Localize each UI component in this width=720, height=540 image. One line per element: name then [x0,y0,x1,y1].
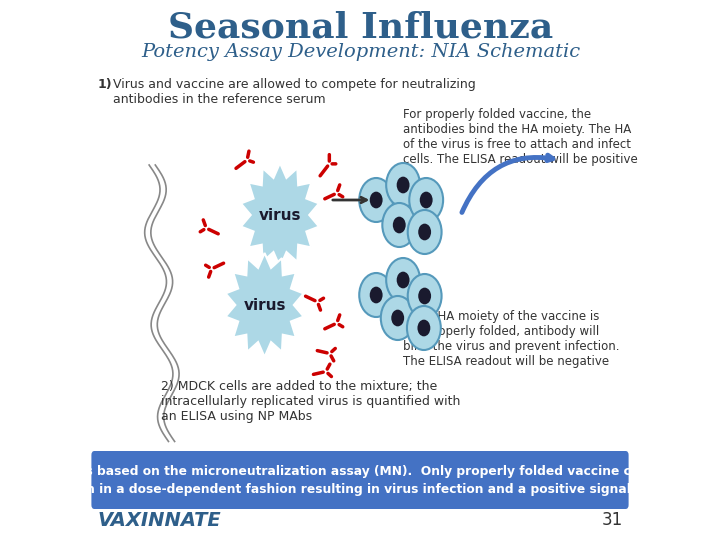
Circle shape [381,296,415,340]
Circle shape [386,258,420,302]
Circle shape [418,224,431,240]
Circle shape [393,217,405,233]
Text: If the HA moiety of the vaccine is
not properly folded, antibody will
bind the v: If the HA moiety of the vaccine is not p… [403,310,620,368]
Circle shape [418,320,431,336]
Text: 1): 1) [98,78,112,91]
Circle shape [397,272,410,288]
Circle shape [408,210,441,254]
Text: 31: 31 [601,511,623,529]
Text: For properly folded vaccine, the
antibodies bind the HA moiety. The HA
of the vi: For properly folded vaccine, the antibod… [403,108,638,166]
Circle shape [408,274,441,318]
Text: Virus and vaccine are allowed to compete for neutralizing
antibodies in the refe: Virus and vaccine are allowed to compete… [113,78,476,106]
Circle shape [382,203,416,247]
Text: Seasonal Influenza: Seasonal Influenza [168,11,554,45]
Circle shape [391,309,404,326]
Circle shape [420,192,433,208]
Circle shape [418,288,431,305]
Polygon shape [241,163,319,267]
Text: 2) MDCK cells are added to the mixture; the
intracellularly replicated virus is : 2) MDCK cells are added to the mixture; … [161,380,460,423]
Text: The NIA is based on the microneutralization assay (MN).  Only properly folded va: The NIA is based on the microneutralizat… [0,465,720,496]
Circle shape [359,273,393,317]
Polygon shape [225,253,304,357]
FancyBboxPatch shape [91,451,629,509]
Circle shape [409,178,443,222]
Circle shape [370,287,382,303]
Text: virus: virus [243,298,286,313]
Text: VAXINNATE: VAXINNATE [98,510,221,530]
Circle shape [359,178,393,222]
Circle shape [407,306,441,350]
Text: Potency Assay Development: NIA Schematic: Potency Assay Development: NIA Schematic [141,43,580,61]
Circle shape [370,192,382,208]
Circle shape [397,177,410,193]
Text: virus: virus [258,207,301,222]
Circle shape [386,163,420,207]
